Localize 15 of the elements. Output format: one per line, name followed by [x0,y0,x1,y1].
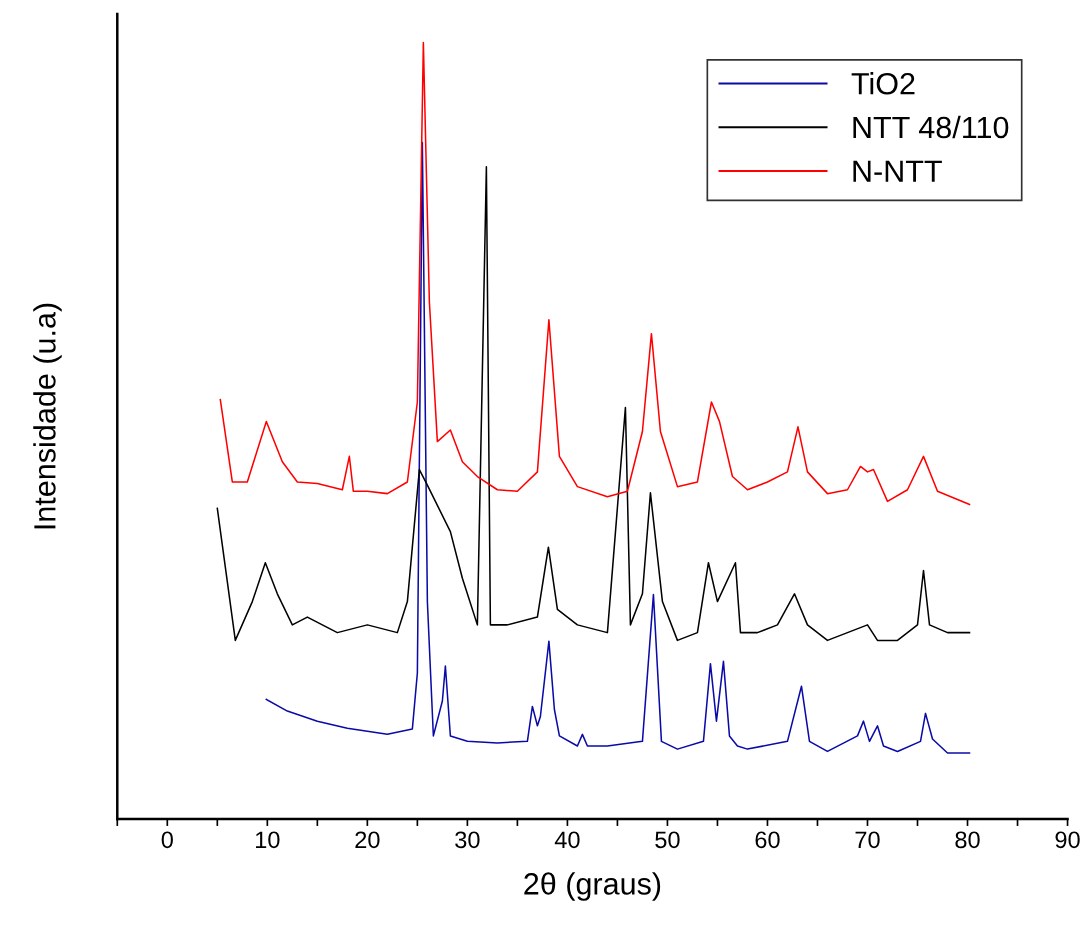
legend-label: NTT 48/110 [853,115,1009,139]
x-axis-title: 2θ (graus) [524,872,661,901]
x-tick-label: 60 [755,831,780,849]
x-tick-label: 90 [1055,831,1080,849]
x-tick-label: 80 [955,831,980,849]
x-tick-label: 10 [256,831,280,849]
y-axis-title: Intensidade (u.a) [33,303,62,529]
x-tick-label: 20 [355,831,380,849]
legend-label: TiO2 [851,72,915,95]
x-tick-label: 30 [455,831,480,849]
x-tick-label: 70 [855,831,880,849]
x-tick-label: 40 [554,831,580,849]
legend-label: N-NTT [853,160,942,182]
x-tick-label: 50 [655,831,680,849]
x-tick-label: 0 [161,831,173,849]
